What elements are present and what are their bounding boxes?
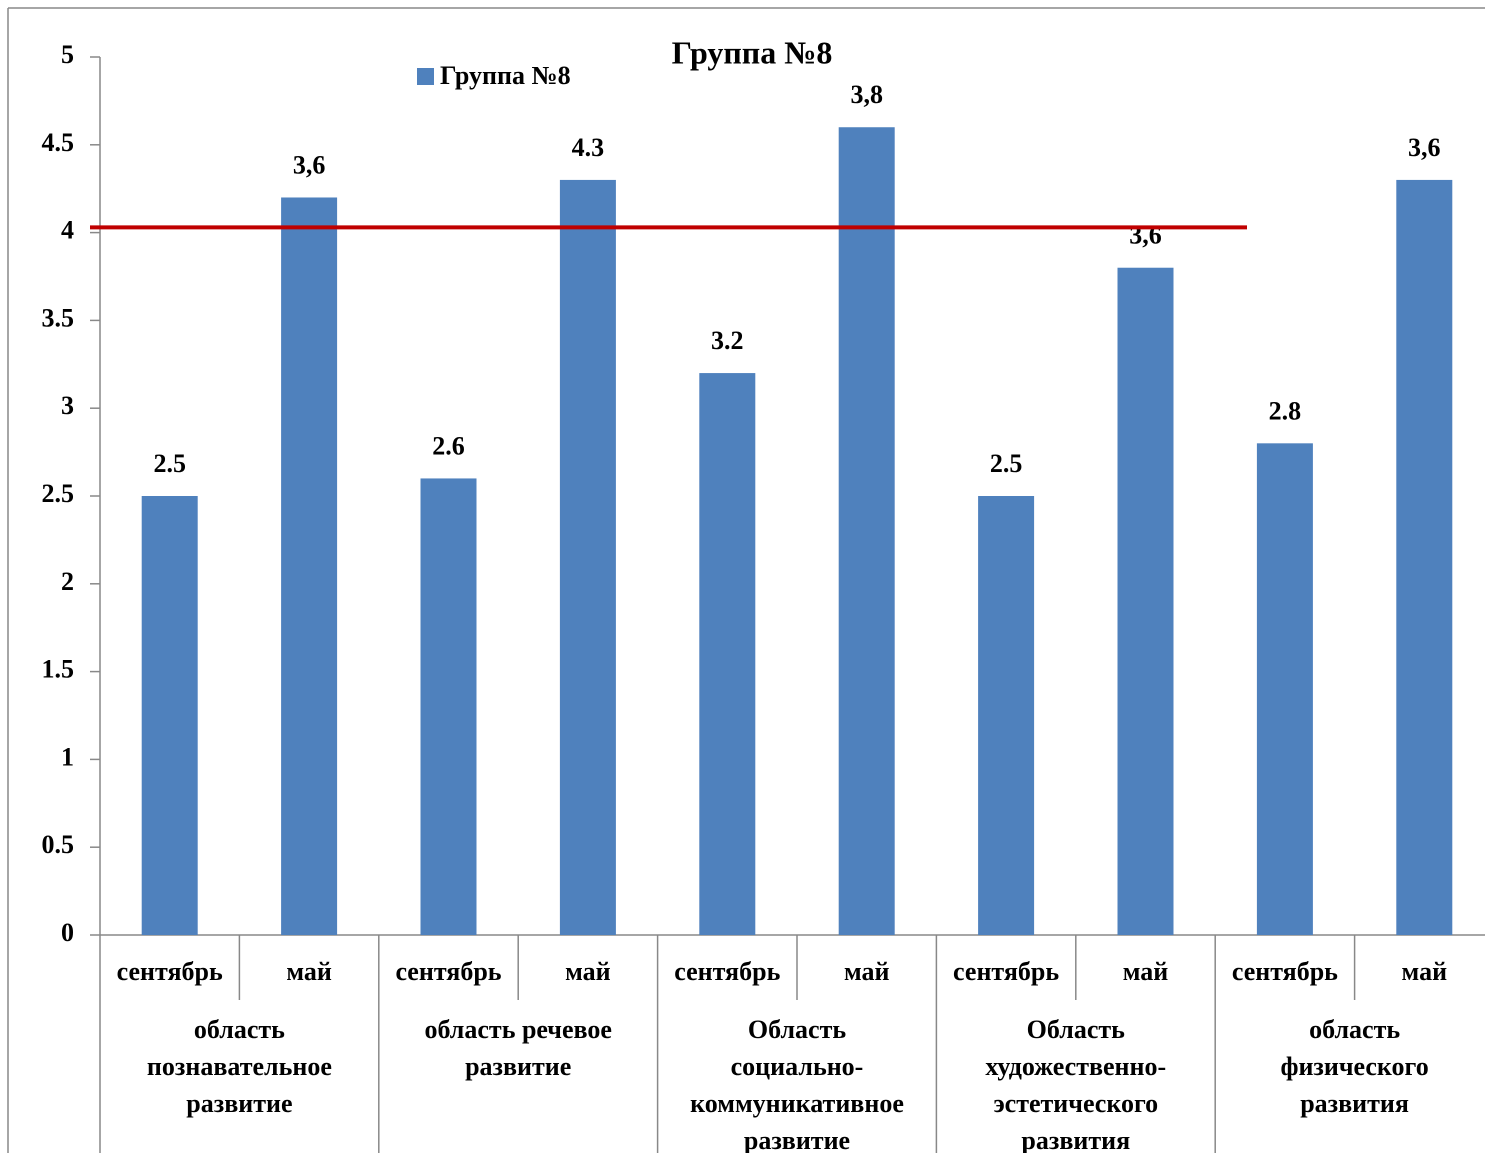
x-tick-label: май <box>844 957 890 986</box>
y-tick-label: 1.5 <box>42 655 75 684</box>
group-label: область речевое <box>424 1015 611 1044</box>
group-label: Область <box>1027 1015 1125 1044</box>
group-label: развитие <box>186 1089 292 1118</box>
x-tick-label: май <box>286 957 332 986</box>
group-label: физического <box>1280 1052 1428 1081</box>
y-tick-label: 1 <box>61 742 74 771</box>
group-label: область <box>1309 1015 1400 1044</box>
x-tick-label: сентябрь <box>395 957 501 986</box>
x-tick-label: сентябрь <box>117 957 223 986</box>
y-tick-label: 5 <box>61 40 74 69</box>
data-label: 3,6 <box>1408 133 1441 162</box>
chart-title: Группа №8 <box>672 34 833 70</box>
bar <box>978 496 1035 935</box>
data-label: 3,8 <box>850 80 883 109</box>
group-label: развития <box>1021 1126 1130 1153</box>
x-tick-label: сентябрь <box>1232 957 1338 986</box>
y-tick-label: 4.5 <box>42 128 75 157</box>
data-label: 3,6 <box>293 150 326 179</box>
y-tick-label: 2.5 <box>42 479 75 508</box>
group-label: социально- <box>731 1052 864 1081</box>
y-tick-label: 2 <box>61 567 74 596</box>
bar <box>1256 443 1313 935</box>
group-label: развития <box>1300 1089 1409 1118</box>
group-label: область <box>194 1015 285 1044</box>
data-label: 3,6 <box>1129 221 1162 250</box>
y-tick-label: 0.5 <box>42 830 75 859</box>
data-label: 3.2 <box>711 326 744 355</box>
x-tick-label: сентябрь <box>953 957 1059 986</box>
group-label: развитие <box>744 1126 850 1153</box>
group-label: художественно- <box>985 1052 1166 1081</box>
group-label: познавательное <box>147 1052 332 1081</box>
bar <box>699 373 756 936</box>
x-tick-label: май <box>565 957 611 986</box>
y-tick-label: 4 <box>61 216 74 245</box>
x-tick-label: май <box>1123 957 1169 986</box>
bar <box>559 179 616 936</box>
legend-label: Группа №8 <box>440 61 571 90</box>
group-label: коммуникативное <box>690 1089 904 1118</box>
data-label: 2.8 <box>1269 396 1302 425</box>
bar <box>281 197 338 936</box>
data-label: 4.3 <box>572 133 605 162</box>
legend-swatch <box>417 68 434 85</box>
bar <box>1396 179 1453 936</box>
group-label: Область <box>748 1015 846 1044</box>
bar <box>420 478 477 935</box>
bar <box>1117 267 1174 936</box>
y-tick-label: 3 <box>61 391 74 420</box>
x-tick-label: сентябрь <box>674 957 780 986</box>
bar <box>141 496 198 935</box>
y-tick-label: 0 <box>61 918 74 947</box>
group-label: эстетического <box>993 1089 1158 1118</box>
group-label: развитие <box>465 1052 571 1081</box>
data-label: 2.5 <box>990 449 1023 478</box>
data-label: 2.6 <box>432 431 465 460</box>
y-tick-label: 3.5 <box>42 303 75 332</box>
x-tick-label: май <box>1402 957 1448 986</box>
bar <box>838 127 895 936</box>
data-label: 2.5 <box>153 449 186 478</box>
